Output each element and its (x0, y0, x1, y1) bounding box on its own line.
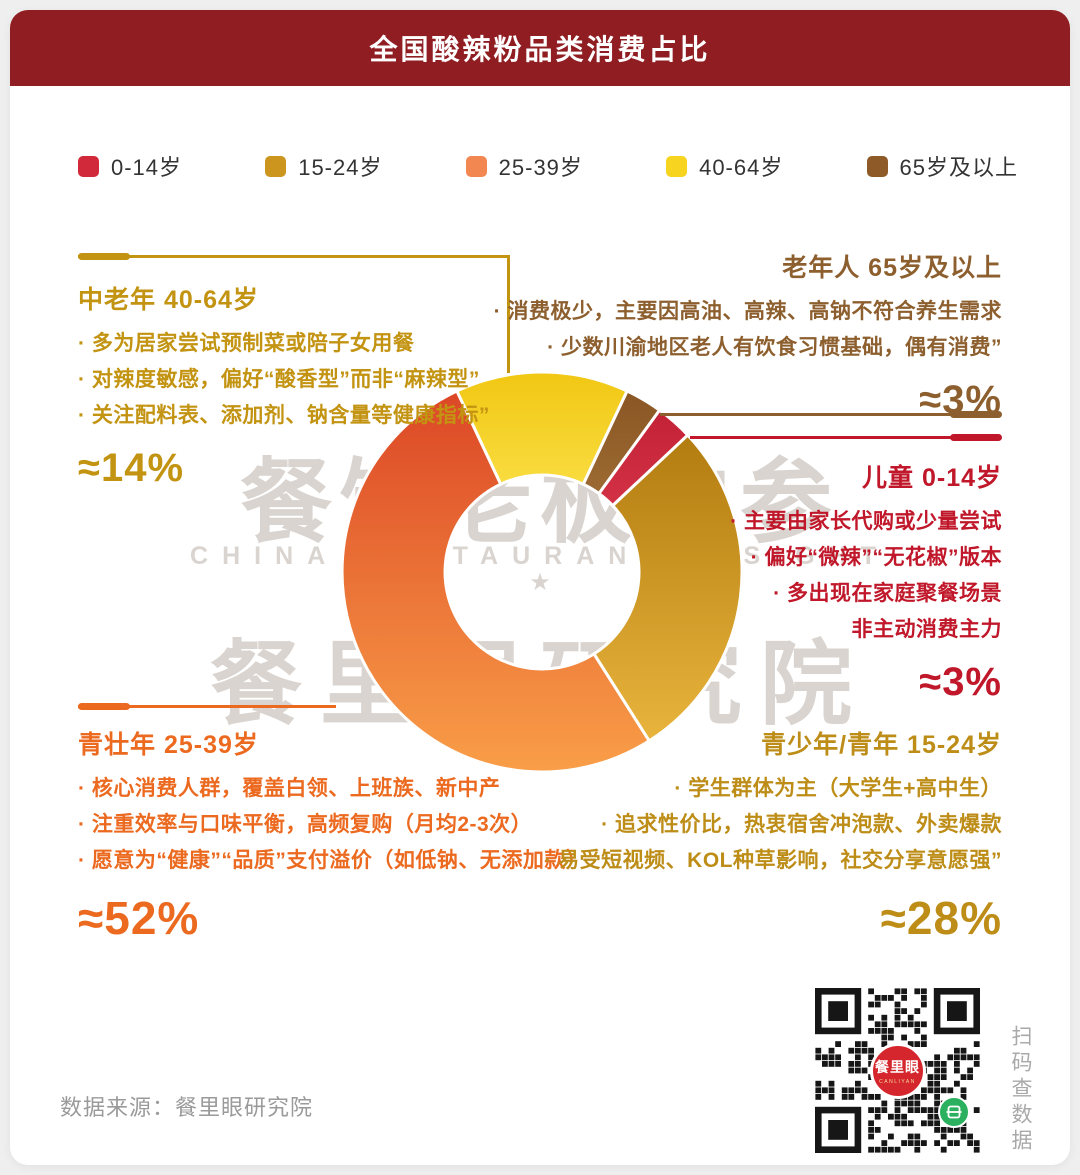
section-youth: 青少年/青年 15-24岁 · 学生群体为主（大学生+高中生） · 追求性价比，… (432, 725, 1002, 945)
callout-line-elderly (660, 413, 952, 416)
legend-swatch-icon (265, 155, 287, 177)
section-bullet: · 愿意为“健康”“品质”支付溢价（如低钠、无添加款） (78, 849, 588, 872)
callout-line-young-adults (78, 705, 336, 708)
section-children: 儿童 0-14岁 · 主要由家长代购或少量尝试 · 偏好“微辣”“无花椒”版本 … (562, 458, 1002, 705)
infographic-card: 全国酸辣粉品类消费占比 0-14岁 15-24岁 25-39岁 40-64岁 6… (10, 10, 1070, 1165)
legend-item-40-64: 40-64岁 (666, 150, 783, 182)
legend-swatch-icon (666, 155, 688, 177)
section-middle-aged: 中老年 40-64岁 · 多为居家尝试预制菜或陪子女用餐 · 对辣度敏感，偏好“… (78, 280, 548, 491)
section-bullet: · 注重效率与口味平衡，高频复购（月均2-3次） (78, 813, 533, 836)
legend-label: 65岁及以上 (899, 155, 1018, 180)
legend-swatch-icon (866, 155, 888, 177)
section-percent: ≈28% (880, 892, 1002, 944)
section-heading: 青壮年 25-39岁 (78, 731, 259, 759)
section-bullet: · 多出现在家庭聚餐场景 (773, 582, 1002, 605)
callout-cap-elderly (950, 411, 1002, 418)
donut-chart (335, 365, 749, 779)
section-bullet: · 消费极少，主要因高油、高辣、高钠不符合养生需求 (493, 300, 1002, 323)
callout-cap-young-adults (78, 703, 130, 710)
section-young-adults: 青壮年 25-39岁 · 核心消费人群，覆盖白领、上班族、新中产 · 注重效率与… (78, 725, 648, 945)
data-source-label: 数据来源：餐里眼研究院 (60, 1095, 314, 1120)
section-bullet: · 关注配料表、添加剂、钠含量等健康指标” (78, 404, 490, 427)
callout-line-middle-aged (78, 255, 510, 258)
section-elderly: 老年人 65岁及以上 · 消费极少，主要因高油、高辣、高钠不符合养生需求 · 少… (462, 248, 1002, 423)
section-bullet: · 偏好“微辣”“无花椒”版本 (750, 546, 1002, 569)
wechat-scan-icon (938, 1096, 970, 1128)
qr-code: 餐里眼 CANLIYAN (815, 988, 980, 1153)
legend-item-65-plus: 65岁及以上 (866, 150, 1018, 182)
legend-swatch-icon (78, 155, 99, 177)
qr-logo-text: 餐里眼 (875, 1058, 920, 1075)
section-percent: ≈14% (78, 446, 185, 490)
section-bullet: 非主动消费主力 (851, 618, 1002, 641)
section-percent: ≈3% (919, 378, 1002, 422)
section-heading: 中老年 40-64岁 (78, 286, 259, 314)
section-heading: 青少年/青年 15-24岁 (761, 731, 1002, 759)
section-heading: 老年人 65岁及以上 (782, 254, 1002, 282)
section-heading: 儿童 0-14岁 (862, 464, 1002, 492)
section-bullet: · 少数川渝地区老人有饮食习惯基础，偶有消费” (547, 336, 1002, 359)
donut-chart-svg (340, 370, 744, 774)
qr-caption: 扫码查数据 (1009, 1025, 1032, 1155)
page-title: 全国酸辣粉品类消费占比 (369, 34, 711, 65)
legend-item-25-39: 25-39岁 (465, 150, 583, 182)
section-percent: ≈52% (78, 892, 200, 944)
legend-label: 0-14岁 (111, 155, 183, 180)
title-bar: 全国酸辣粉品类消费占比 (10, 10, 1070, 86)
callout-cap-children (950, 434, 1002, 441)
legend-label: 15-24岁 (298, 155, 383, 180)
section-bullet: · 学生群体为主（大学生+高中生） (674, 777, 1002, 800)
callout-cap-middle-aged (78, 253, 130, 260)
legend-label: 25-39岁 (498, 155, 583, 180)
donut-segment-25-39岁 (340, 389, 652, 774)
section-bullet: · 核心消费人群，覆盖白领、上班族、新中产 (78, 777, 501, 800)
callout-line-middle-aged-vertical (507, 255, 510, 373)
section-bullet: · 主要由家长代购或少量尝试 (730, 510, 1002, 533)
qr-logo-subtext: CANLIYAN (879, 1078, 916, 1085)
legend-swatch-icon (465, 155, 487, 177)
watermark-star-icon: ★ (529, 569, 551, 596)
section-bullet: · 多为居家尝试预制菜或陪子女用餐 (78, 332, 415, 355)
qr-pattern (815, 988, 980, 1153)
legend-label: 40-64岁 (699, 155, 784, 180)
legend-item-0-14: 0-14岁 (78, 150, 182, 182)
qr-center-logo: 餐里眼 CANLIYAN (869, 1042, 926, 1099)
watermark-line2: CHINA RESTAURANT INSIGHT (190, 542, 890, 570)
section-percent: ≈3% (919, 660, 1002, 704)
legend-item-15-24: 15-24岁 (265, 150, 382, 182)
callout-line-children (690, 436, 952, 439)
section-bullet: · 易受短视频、KOL种草影响，社交分享意愿强” (544, 849, 1002, 872)
donut-segment-15-24岁 (591, 432, 744, 743)
section-bullet: · 对辣度敏感，偏好“酸香型”而非“麻辣型” (78, 368, 480, 391)
chart-legend: 0-14岁 15-24岁 25-39岁 40-64岁 65岁及以上 (78, 150, 1018, 182)
section-bullet: · 追求性价比，热衷宿舍冲泡款、外卖爆款 (601, 813, 1002, 836)
